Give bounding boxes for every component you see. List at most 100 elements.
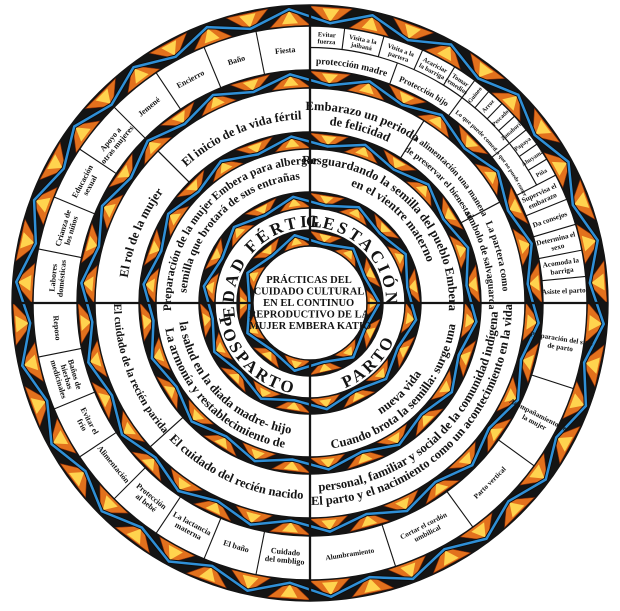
outer-ring-divider xyxy=(203,518,222,560)
pattern-triangle-core xyxy=(365,267,376,279)
pattern-triangle-core xyxy=(239,13,256,28)
pattern-triangle-core xyxy=(117,164,130,178)
middle-ring-divider xyxy=(157,150,190,183)
svg-text:Visita a lapartera: Visita a lapartera xyxy=(384,43,416,66)
center-title-line: CUIDADO CULTURAL xyxy=(254,287,365,298)
middle-ring-divider xyxy=(400,120,425,159)
svg-text:Evitarfuerza: Evitarfuerza xyxy=(317,31,336,46)
outer-ring-label: Visita a lapartera xyxy=(384,43,416,66)
center-title-line: PRÁCTICAS DEL xyxy=(266,274,351,286)
pattern-triangle-core xyxy=(52,430,69,445)
category-divider xyxy=(448,97,463,117)
pattern-triangle-core xyxy=(235,228,246,239)
divider-lines-layer xyxy=(12,5,608,601)
pattern-triangle-core xyxy=(161,40,177,56)
outer-ring-divider xyxy=(38,347,82,358)
pattern-triangle-core xyxy=(204,28,220,44)
outer-ring-label: El baño xyxy=(222,538,250,554)
pattern-triangle-core xyxy=(82,276,94,292)
svg-text:Laboresdomésticas: Laboresdomésticas xyxy=(47,259,68,298)
pattern-triangle-core xyxy=(435,483,449,496)
pattern-triangle-core xyxy=(455,244,467,258)
pattern-triangle xyxy=(59,463,88,499)
svg-text:Crianza delos niños: Crianza delos niños xyxy=(53,208,81,249)
svg-text:Alimentación: Alimentación xyxy=(95,444,131,486)
outer-ring-divider xyxy=(113,106,146,139)
center-title: PRÁCTICAS DEL CUIDADO CULTURAL EN EL CON… xyxy=(249,274,372,332)
svg-text:Baño: Baño xyxy=(227,53,247,67)
outer-ring-divider xyxy=(79,431,117,458)
outer-ring-label: Acomoda labarriga xyxy=(542,256,580,277)
pattern-triangle-core xyxy=(394,253,405,265)
svg-text:Guineo: Guineo xyxy=(467,86,483,104)
pattern-triangle-core xyxy=(288,198,301,208)
pattern-triangle-core xyxy=(437,45,452,62)
svg-text:Da consejos: Da consejos xyxy=(532,210,569,230)
outer-ring-divider xyxy=(528,158,547,171)
pattern-triangle-core xyxy=(529,464,545,479)
pattern-triangle-core xyxy=(526,314,538,330)
outer-ring-divider xyxy=(341,28,346,50)
pattern-triangle-core xyxy=(291,360,302,370)
outer-ring-divider xyxy=(525,198,568,217)
pattern-triangle-core xyxy=(465,134,479,148)
pattern-triangle-core xyxy=(405,23,421,39)
pattern-triangle-core xyxy=(153,348,165,362)
pattern-triangle-core xyxy=(192,408,205,421)
zigzag-blue-line xyxy=(15,8,605,598)
pattern-triangle-core xyxy=(343,249,353,260)
outer-ring-divider xyxy=(541,275,586,282)
pattern-triangle-core xyxy=(321,135,337,145)
pattern-triangle-core xyxy=(85,235,98,252)
pattern-triangle-core xyxy=(458,451,472,465)
svg-text:Alumbramiento: Alumbramiento xyxy=(325,547,375,563)
outer-ring-label: Parto vertical xyxy=(472,465,507,500)
pattern-triangle-core xyxy=(364,578,381,593)
svg-text:Jemené: Jemené xyxy=(136,95,162,119)
pattern-triangle-core xyxy=(142,314,152,330)
pattern-triangle-core xyxy=(95,88,111,104)
pattern-triangle-core xyxy=(169,213,181,226)
pattern-triangle-core xyxy=(319,233,332,243)
pattern-triangle-core xyxy=(15,315,29,333)
pattern-triangle-core xyxy=(405,312,415,325)
pattern-triangle-core xyxy=(20,232,35,249)
pattern-triangle-core xyxy=(242,574,259,590)
outer-ring-label: Evitarfuerza xyxy=(317,31,336,46)
pattern-triangle-core xyxy=(145,278,155,293)
pattern-triangle-core xyxy=(134,68,149,84)
pattern-triangle-core xyxy=(581,235,597,252)
outer-ring-divider xyxy=(533,223,576,238)
pattern-triangle-core xyxy=(68,471,85,487)
pattern-triangle-core xyxy=(248,324,259,334)
outer-ring-label: Alumbramiento xyxy=(325,547,375,563)
pattern-triangle-core xyxy=(163,385,176,399)
center-title-line: MUJER EMBERA KATIO xyxy=(249,321,371,332)
pattern-triangle-core xyxy=(428,116,442,129)
pattern-triangle xyxy=(470,52,506,81)
zigzag-blue-line xyxy=(202,195,418,411)
pattern-triangle-core xyxy=(471,522,486,538)
outer-ring-divider xyxy=(498,115,515,132)
center-title-line: REPRODUCTIVO DE LA xyxy=(249,310,370,321)
pattern-triangle-core xyxy=(348,208,360,219)
outer-ring-divider xyxy=(509,129,527,144)
pattern-triangle-core xyxy=(215,341,226,353)
pattern-triangle-core xyxy=(103,204,116,218)
pattern-triangle-core xyxy=(17,275,32,292)
pattern-triangle xyxy=(159,101,195,126)
outer-ring-divider xyxy=(53,196,95,215)
pattern-triangle-core xyxy=(35,197,51,213)
svg-text:Protecciónal bebé: Protecciónal bebé xyxy=(129,481,169,518)
svg-text:Fiesta: Fiesta xyxy=(275,45,296,56)
pattern-triangle-core xyxy=(399,345,410,358)
pattern-triangle-core xyxy=(443,550,459,566)
pattern-triangle-core xyxy=(320,458,335,468)
svg-text:Ahuyama: Ahuyama xyxy=(521,149,545,168)
pattern-triangle-core xyxy=(261,351,272,362)
pattern-triangle-core xyxy=(285,138,300,148)
pattern-triangle-core xyxy=(185,178,198,191)
pattern-triangle-core xyxy=(569,393,585,409)
